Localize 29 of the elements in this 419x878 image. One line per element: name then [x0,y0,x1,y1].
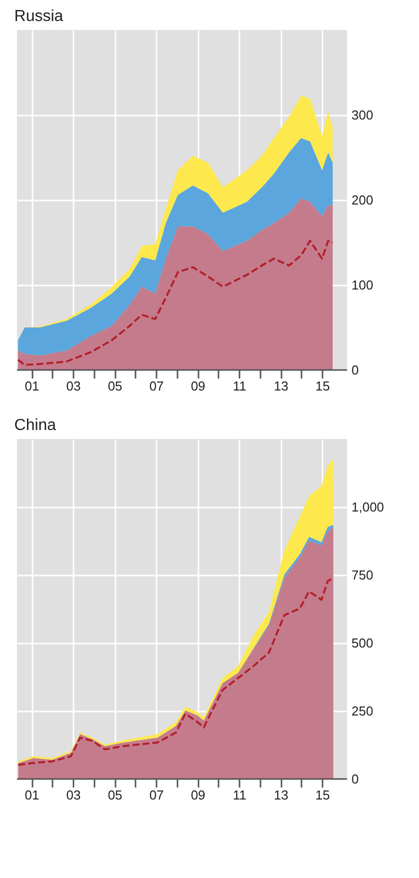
chart-title: China [14,417,56,434]
y-tick-label: 300 [352,108,374,122]
y-tick-label: 100 [352,278,374,292]
x-tick-label: 15 [315,378,330,394]
x-tick-label: 07 [149,788,164,802]
y-tick-label: 750 [352,568,374,582]
y-tick-label: 1,000 [352,500,384,514]
x-tick-label: 11 [232,378,246,394]
x-tick-label: 13 [274,788,288,802]
y-tick-label: 200 [352,192,374,208]
x-tick-label: 09 [190,378,206,394]
line-series [17,576,334,766]
x-tick-label: 05 [108,378,122,394]
x-tick-label: 01 [24,378,40,394]
y-tick-label: 0 [352,362,359,378]
x-tick-label: 09 [190,788,206,802]
x-tick-label: 03 [66,378,81,394]
x-tick-label: 13 [274,378,288,394]
y-tick-label: 500 [352,636,374,650]
x-tick-label: 11 [232,788,246,802]
y-tick-label: 250 [352,704,374,718]
x-tick-label: 05 [108,788,122,802]
y-tick-label: 0 [352,772,359,786]
x-tick-label: 01 [24,788,40,802]
x-tick-label: 15 [315,788,330,802]
line-series [17,240,334,366]
x-tick-label: 07 [149,378,164,394]
x-tick-label: 03 [66,788,81,802]
chart-title: Russia [14,8,64,25]
